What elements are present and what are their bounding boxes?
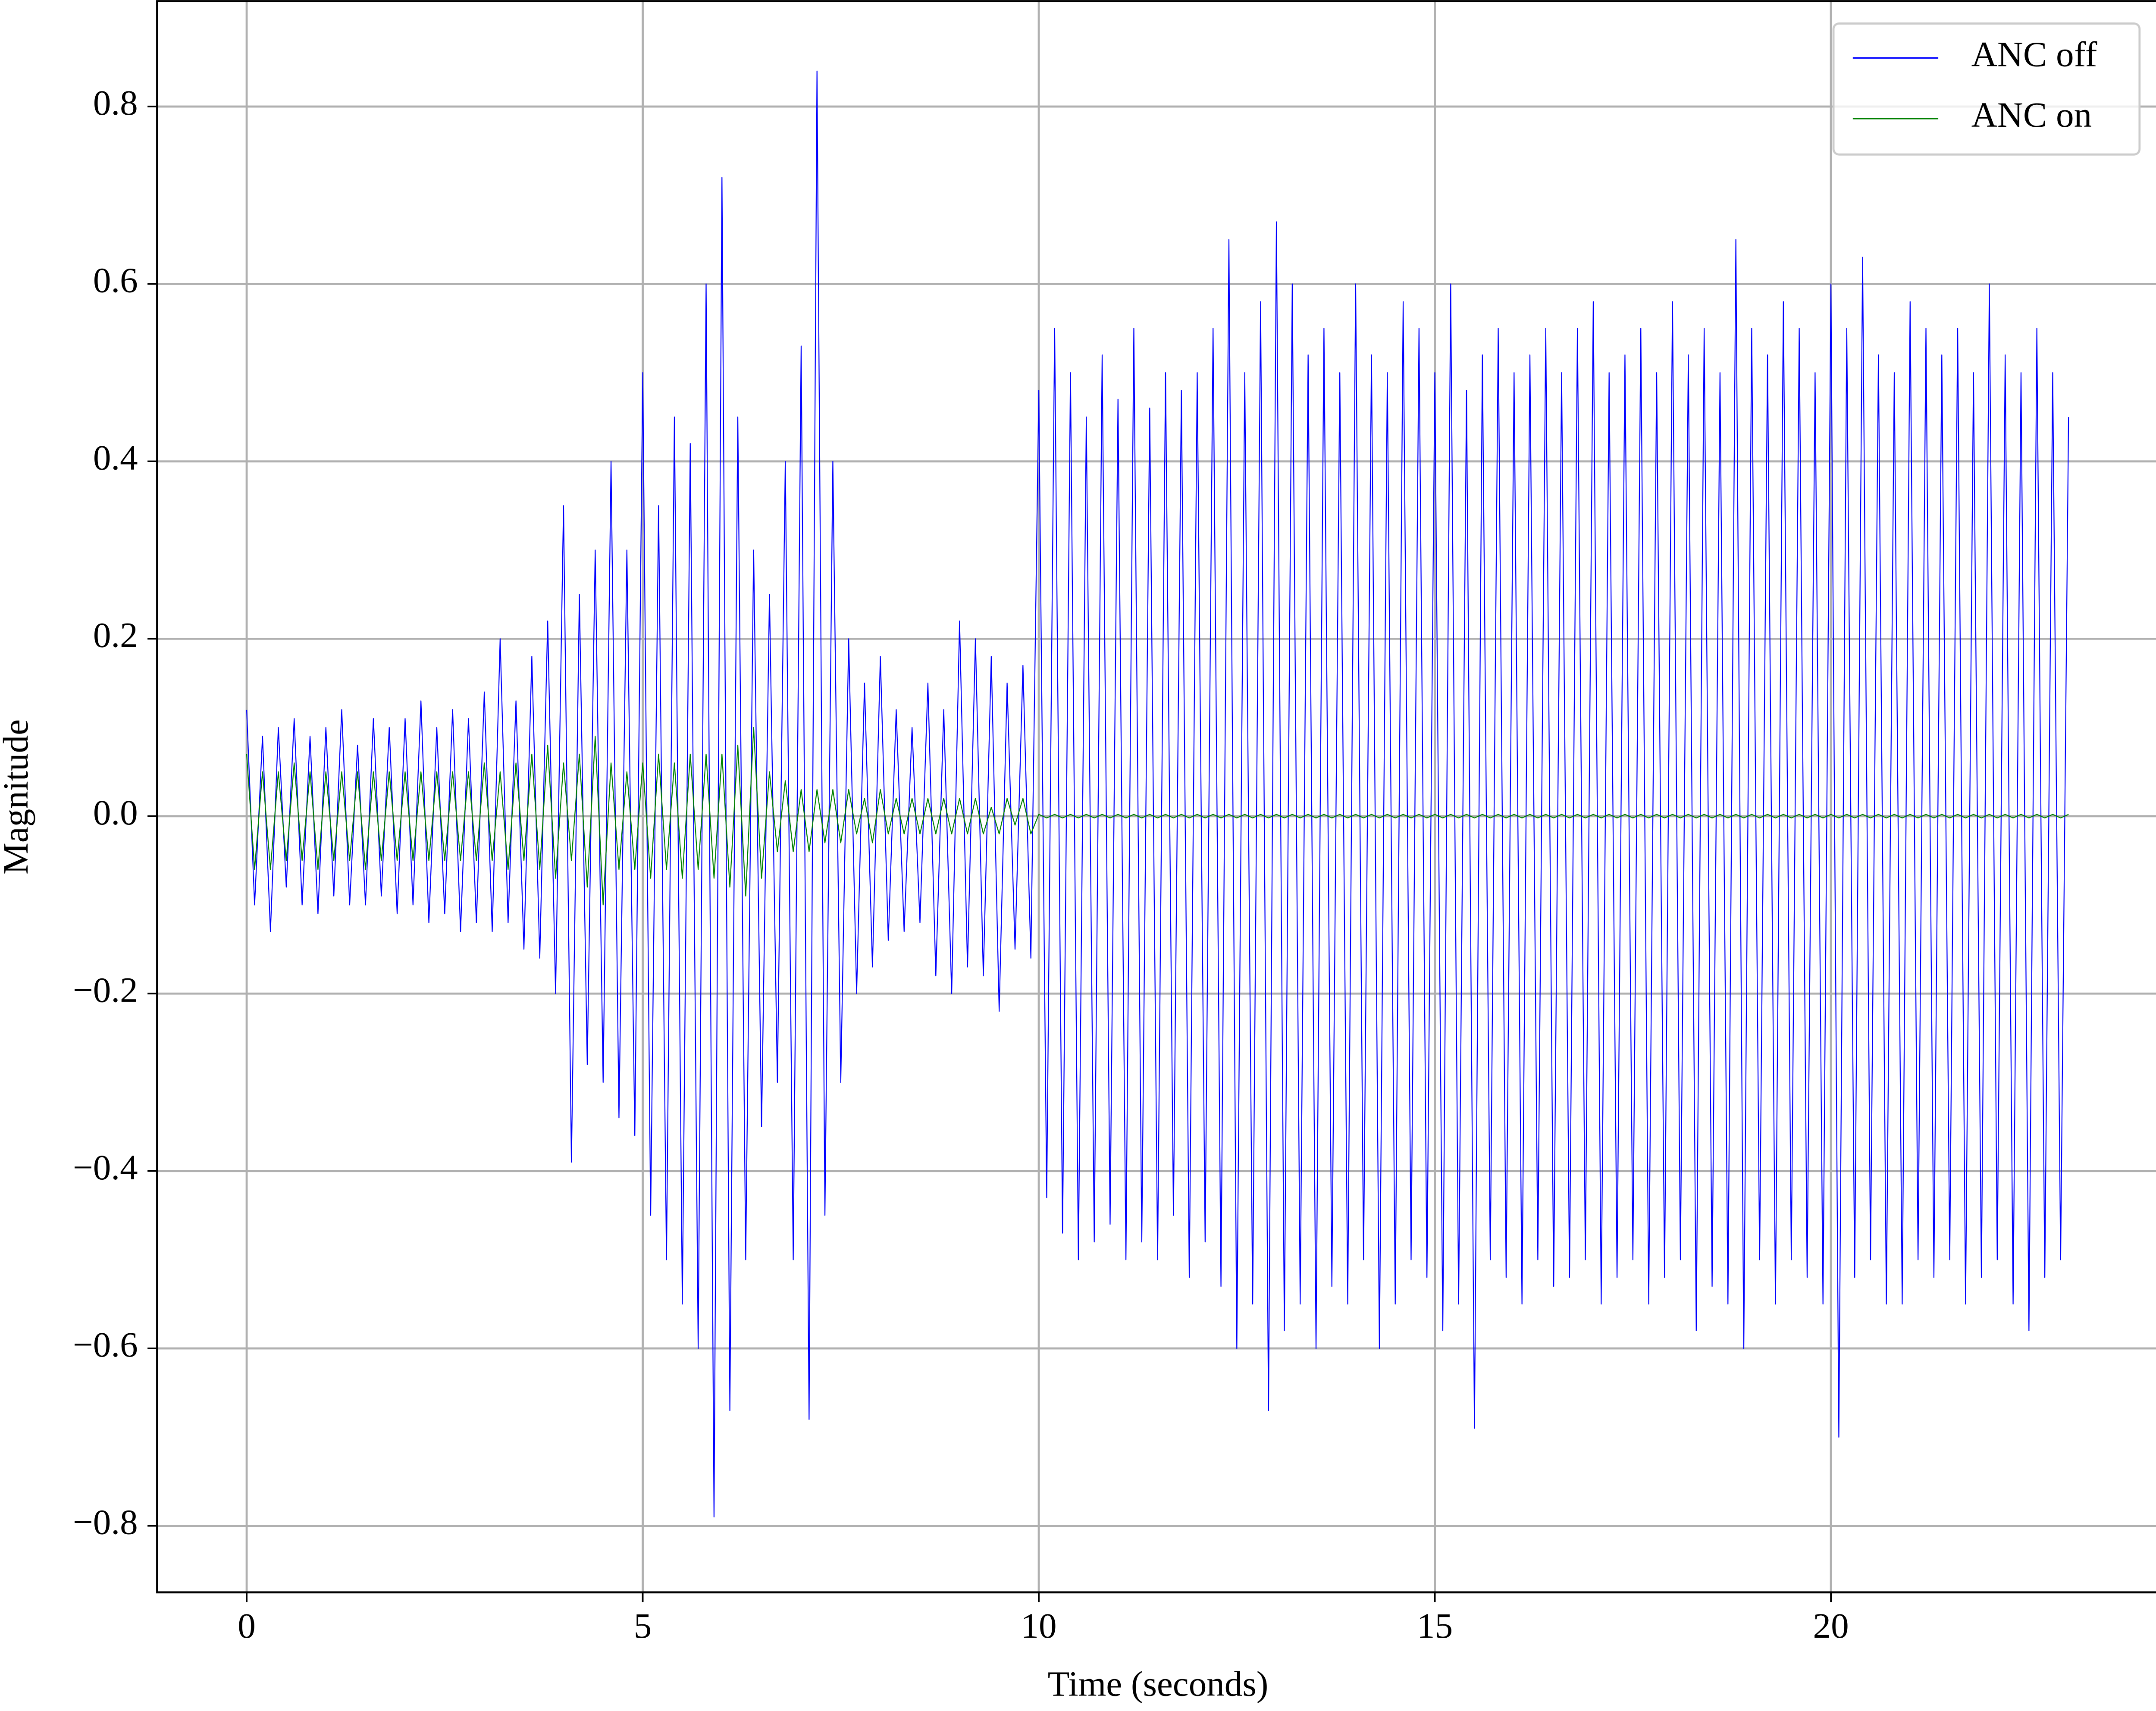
legend-label: ANC off xyxy=(1971,34,2097,74)
y-tick-label: −0.2 xyxy=(73,970,138,1009)
x-tick-label: 10 xyxy=(1021,1606,1057,1645)
series-line xyxy=(246,70,2069,1518)
y-tick-label: 0.4 xyxy=(93,438,138,477)
x-tick-label: 20 xyxy=(1813,1606,1849,1645)
y-tick-label: 0.8 xyxy=(93,83,138,122)
x-tick-label: 15 xyxy=(1417,1606,1453,1645)
y-tick-label: 0.2 xyxy=(93,615,138,655)
grid xyxy=(157,0,2156,1592)
y-tick-label: 0.6 xyxy=(93,260,138,300)
x-tick-label: 0 xyxy=(238,1606,256,1645)
y-tick-label: −0.6 xyxy=(73,1325,138,1364)
legend-label: ANC on xyxy=(1971,95,2092,135)
ticks: 0 5 10 15 20 −0.8 −0.6 −0.4 −0.2 0.0 0.2 0.4 0.6 0.8 xyxy=(73,83,1849,1645)
legend-box xyxy=(1832,22,2141,156)
y-tick-label: −0.8 xyxy=(73,1502,138,1542)
y-tick-label: 0.0 xyxy=(93,793,138,832)
axes-frame xyxy=(156,0,2156,1594)
series-line xyxy=(246,727,2069,906)
x-tick-label: 5 xyxy=(634,1606,652,1645)
legend: ANC off ANC on xyxy=(1832,22,2141,156)
y-tick-label: −0.4 xyxy=(73,1147,138,1187)
plot-area xyxy=(246,70,2069,1518)
x-axis-label: Time (seconds) xyxy=(1048,1664,1269,1704)
y-axis-label: Magnitude xyxy=(0,719,35,874)
